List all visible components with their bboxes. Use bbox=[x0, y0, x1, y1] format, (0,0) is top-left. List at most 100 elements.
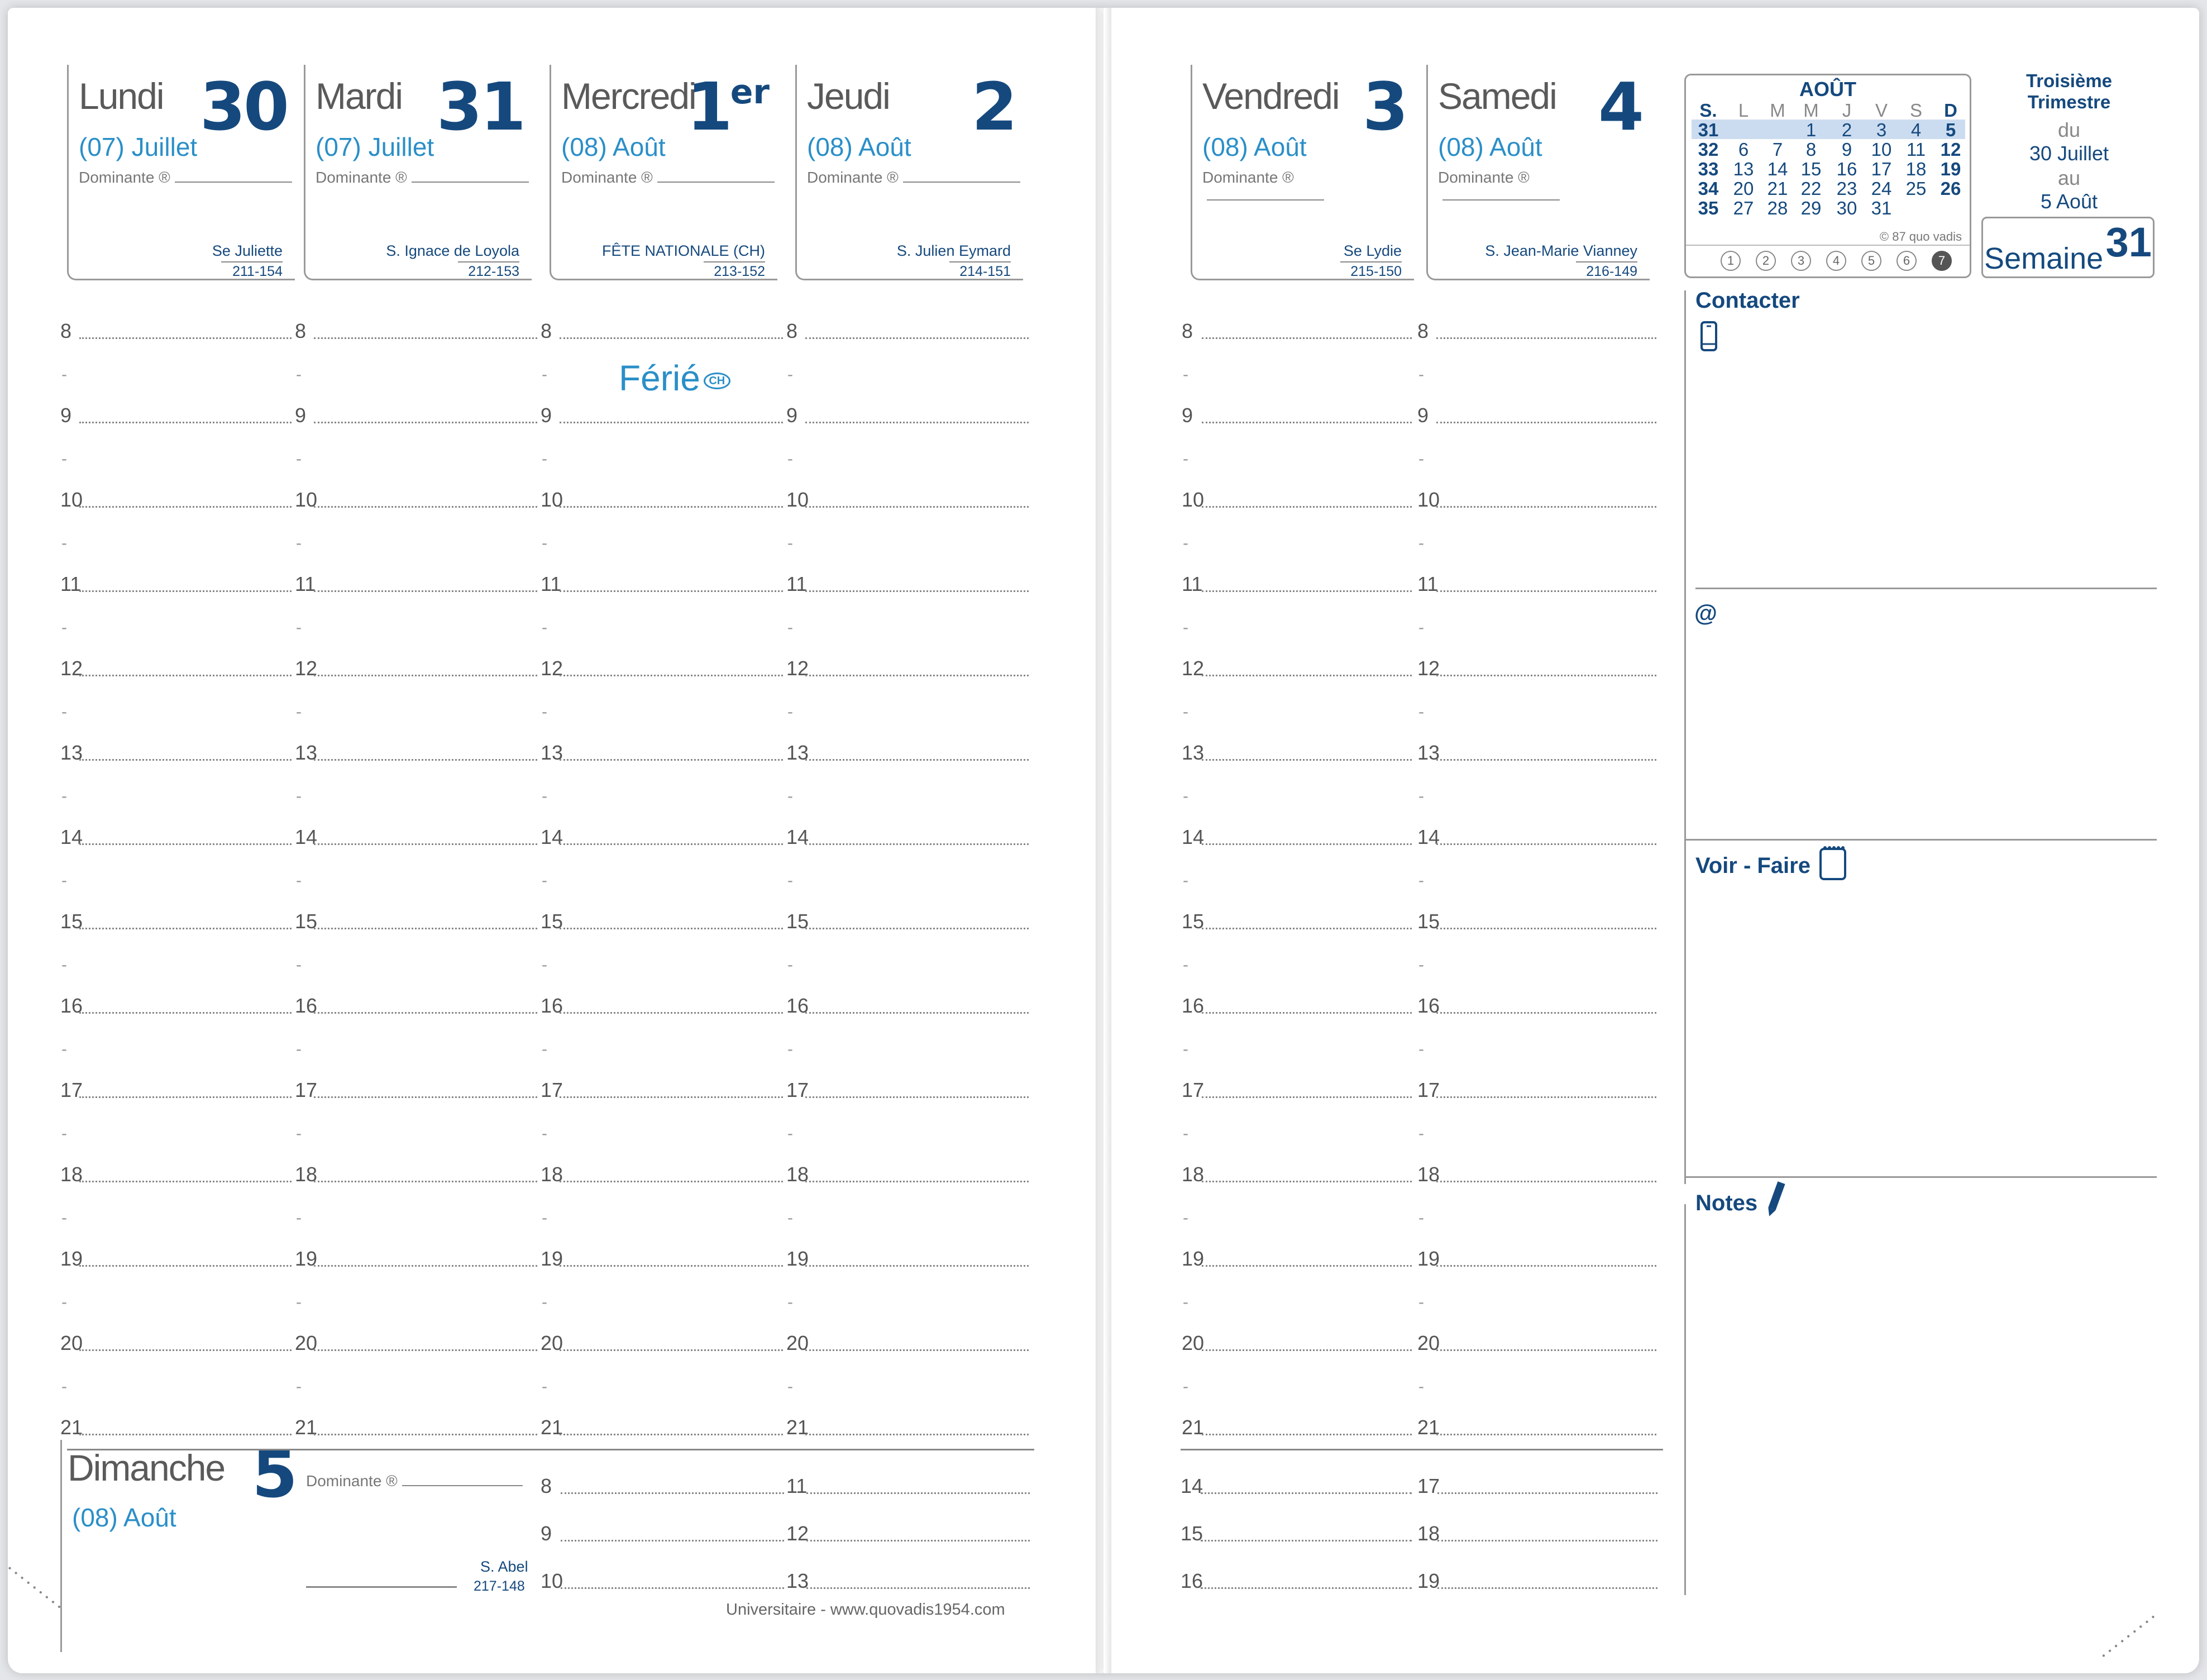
hour-row[interactable]: 15 - bbox=[1417, 910, 1656, 994]
hour-row[interactable]: 18 - bbox=[60, 1163, 292, 1247]
hour-row[interactable]: 16 - bbox=[295, 994, 537, 1078]
hour-row[interactable]: 12 - bbox=[786, 657, 1029, 741]
hour-row[interactable]: 8- bbox=[1182, 319, 1412, 404]
hour-row[interactable]: 20 - bbox=[1182, 1331, 1412, 1416]
hour-row[interactable]: 10 - bbox=[541, 488, 783, 572]
hour-row[interactable]: 13 - bbox=[60, 741, 292, 825]
hour-row[interactable]: 19 - bbox=[786, 1247, 1029, 1331]
hour-row[interactable]: 20 - bbox=[541, 1331, 783, 1416]
hour-row[interactable]: 13 - bbox=[786, 741, 1029, 825]
hour-row[interactable]: 10 - bbox=[60, 488, 292, 572]
hour-row[interactable]: 16 - bbox=[786, 994, 1029, 1078]
hour-row[interactable]: 9- bbox=[1182, 404, 1412, 488]
hour-row[interactable]: 13 - bbox=[541, 741, 783, 825]
hour-row[interactable]: 11 - bbox=[1417, 572, 1656, 657]
hour-row[interactable]: 8- bbox=[541, 319, 783, 404]
hour-row[interactable]: 14 - bbox=[1182, 825, 1412, 910]
hour-row[interactable]: 14 - bbox=[786, 825, 1029, 910]
hour-row[interactable]: 17 - bbox=[1182, 1078, 1412, 1163]
hour-row[interactable]: 18 - bbox=[786, 1163, 1029, 1247]
hour-row[interactable]: 16 - bbox=[1417, 994, 1656, 1078]
hour-row[interactable]: 10 - bbox=[1182, 488, 1412, 572]
hour-row[interactable]: 14 - bbox=[295, 825, 537, 910]
dominante-field[interactable]: Dominante ® bbox=[1438, 169, 1650, 204]
hour-row[interactable]: 11 - bbox=[541, 572, 783, 657]
hour-row[interactable]: 19 - bbox=[1182, 1247, 1412, 1331]
hour-row[interactable]: 21 bbox=[1417, 1416, 1656, 1500]
hour-row[interactable]: 14 - bbox=[541, 825, 783, 910]
hour-row[interactable]: 13 - bbox=[295, 741, 537, 825]
hour-row[interactable]: 12 bbox=[786, 1522, 1030, 1567]
hour-row[interactable]: 9- bbox=[295, 404, 537, 488]
hour-row[interactable]: 14 - bbox=[1417, 825, 1656, 910]
hour-row[interactable]: 9 bbox=[541, 1522, 784, 1567]
hour-row[interactable]: 19 - bbox=[295, 1247, 537, 1331]
hour-row[interactable]: 18 - bbox=[1417, 1163, 1656, 1247]
hour-row[interactable]: 9- bbox=[541, 404, 783, 488]
hour-row[interactable]: 14 bbox=[1181, 1474, 1412, 1519]
sunday-dominante[interactable]: Dominante ® bbox=[306, 1472, 523, 1490]
hour-row[interactable]: 15 bbox=[1181, 1522, 1412, 1567]
hour-row[interactable]: 13 - bbox=[1182, 741, 1412, 825]
hour-row[interactable]: 12 - bbox=[1182, 657, 1412, 741]
hour-row[interactable]: 21 bbox=[60, 1416, 292, 1500]
hour-row[interactable]: 11 - bbox=[1182, 572, 1412, 657]
dominante-field[interactable]: Dominante ® bbox=[561, 169, 775, 187]
hour-row[interactable]: 19 - bbox=[60, 1247, 292, 1331]
hour-row[interactable]: 20 - bbox=[295, 1331, 537, 1416]
hour-row[interactable]: 17 - bbox=[295, 1078, 537, 1163]
hour-row[interactable]: 8- bbox=[1417, 319, 1656, 404]
hour-row[interactable]: 18 - bbox=[1182, 1163, 1412, 1247]
hour-row[interactable]: 12 - bbox=[60, 657, 292, 741]
hour-row[interactable]: 19 - bbox=[1417, 1247, 1656, 1331]
hour-row[interactable]: 10 - bbox=[295, 488, 537, 572]
hour-row[interactable]: 17 - bbox=[786, 1078, 1029, 1163]
hour-row[interactable]: 20 - bbox=[1417, 1331, 1656, 1416]
hour-row[interactable]: 21 bbox=[786, 1416, 1029, 1500]
hour-row[interactable]: 11 - bbox=[60, 572, 292, 657]
hour-row[interactable]: 11 - bbox=[786, 572, 1029, 657]
hour-row[interactable]: 20 - bbox=[60, 1331, 292, 1416]
hour-row[interactable]: 15 - bbox=[786, 910, 1029, 994]
hour-row[interactable]: 17 - bbox=[541, 1078, 783, 1163]
hour-row[interactable]: 11 bbox=[786, 1474, 1030, 1519]
hour-row[interactable]: 11 - bbox=[295, 572, 537, 657]
hour-row[interactable]: 16 - bbox=[60, 994, 292, 1078]
hour-row[interactable]: 17 - bbox=[60, 1078, 292, 1163]
hour-row[interactable]: 18 bbox=[1417, 1522, 1657, 1567]
hour-row[interactable]: 16 - bbox=[1182, 994, 1412, 1078]
hour-row[interactable]: 15 - bbox=[541, 910, 783, 994]
dominante-field[interactable]: Dominante ® bbox=[807, 169, 1020, 187]
dominante-field[interactable]: Dominante ® bbox=[1202, 169, 1414, 204]
hour-row[interactable]: 15 - bbox=[60, 910, 292, 994]
hour-row[interactable]: 19 bbox=[1417, 1569, 1657, 1614]
hour-row[interactable]: 15 - bbox=[1182, 910, 1412, 994]
hour-row[interactable]: 15 - bbox=[295, 910, 537, 994]
hour-row[interactable]: 13 bbox=[786, 1569, 1030, 1614]
dominante-field[interactable]: Dominante ® bbox=[79, 169, 292, 187]
hour-row[interactable]: 10 - bbox=[786, 488, 1029, 572]
hour-row[interactable]: 21 bbox=[541, 1416, 783, 1500]
hour-row[interactable]: 9- bbox=[786, 404, 1029, 488]
dominante-field[interactable]: Dominante ® bbox=[316, 169, 529, 187]
hour-row[interactable]: 16 - bbox=[541, 994, 783, 1078]
hour-row[interactable]: 18 - bbox=[295, 1163, 537, 1247]
hour-row[interactable]: 12 - bbox=[1417, 657, 1656, 741]
hour-row[interactable]: 8 bbox=[541, 1474, 784, 1519]
hour-row[interactable]: 20 - bbox=[786, 1331, 1029, 1416]
hour-row[interactable]: 16 bbox=[1181, 1569, 1412, 1614]
hour-row[interactable]: 21 bbox=[1182, 1416, 1412, 1500]
hour-row[interactable]: 13 - bbox=[1417, 741, 1656, 825]
hour-row[interactable]: 9- bbox=[1417, 404, 1656, 488]
hour-row[interactable]: 18 - bbox=[541, 1163, 783, 1247]
hour-row[interactable]: 10 - bbox=[1417, 488, 1656, 572]
hour-row[interactable]: 19 - bbox=[541, 1247, 783, 1331]
hour-row[interactable]: 10 bbox=[541, 1569, 784, 1614]
hour-row[interactable]: 14 - bbox=[60, 825, 292, 910]
hour-row[interactable]: 9- bbox=[60, 404, 292, 488]
hour-row[interactable]: 8- bbox=[786, 319, 1029, 404]
hour-row[interactable]: 21 bbox=[295, 1416, 537, 1500]
hour-row[interactable]: 8- bbox=[295, 319, 537, 404]
hour-row[interactable]: 17 bbox=[1417, 1474, 1657, 1519]
hour-row[interactable]: 17 - bbox=[1417, 1078, 1656, 1163]
